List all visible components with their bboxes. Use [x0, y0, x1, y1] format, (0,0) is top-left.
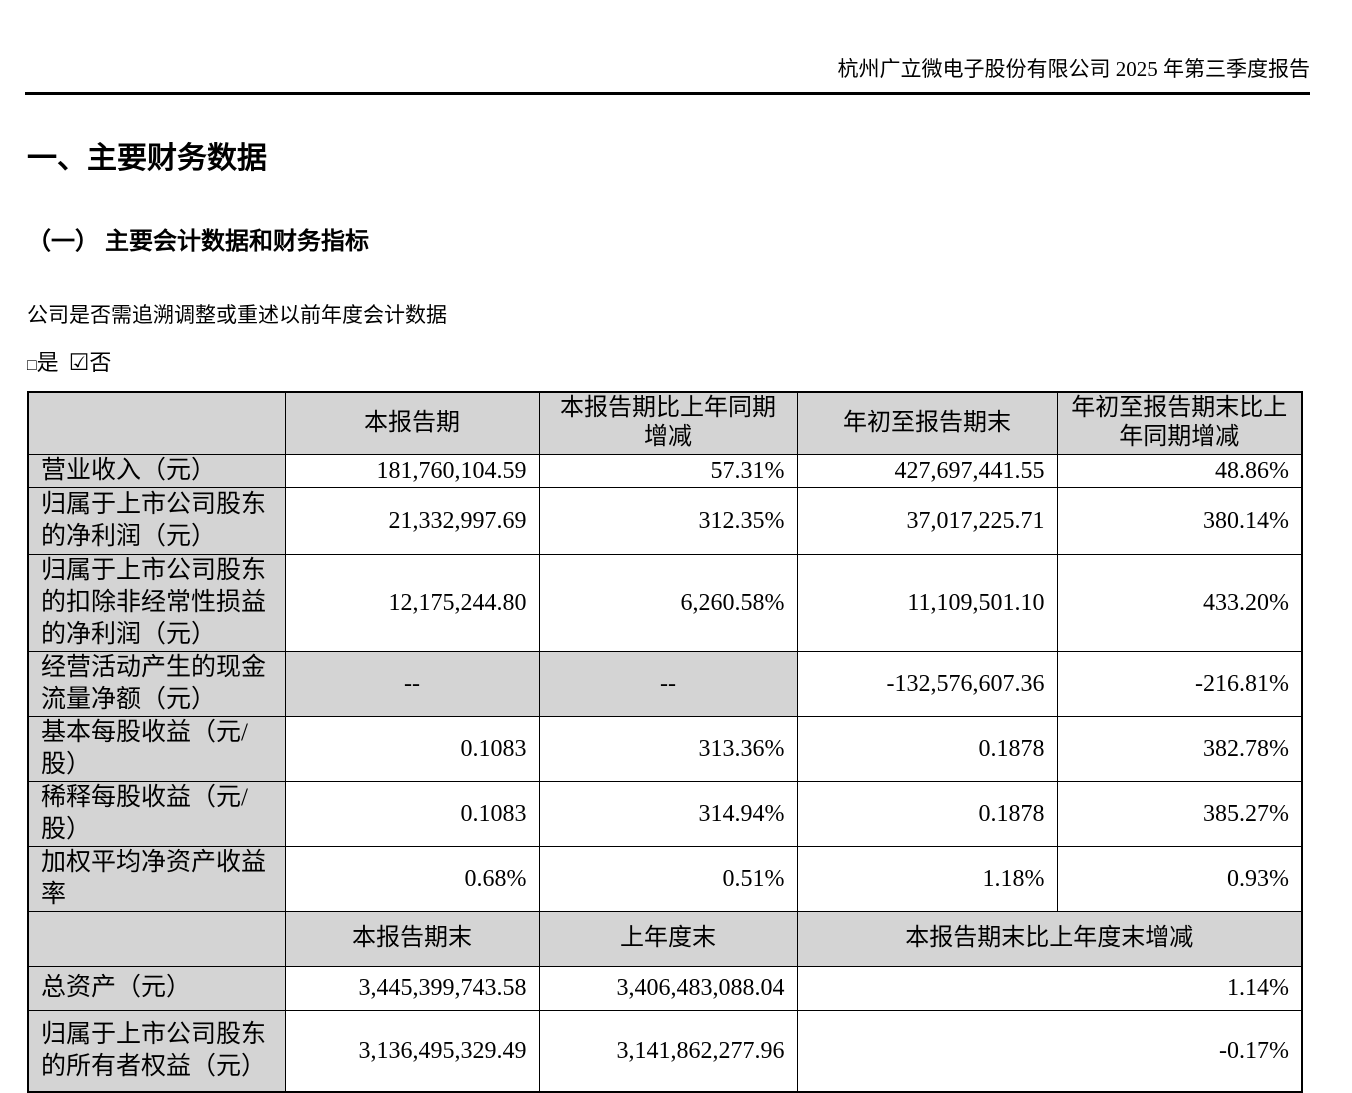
- table-row-basic-eps: 基本每股收益（元/股） 0.1083 313.36% 0.1878 382.78…: [27, 715, 1303, 782]
- row-label: 归属于上市公司股东的净利润（元）: [27, 486, 286, 555]
- row-label: 基本每股收益（元/股）: [27, 715, 286, 782]
- row-label: 稀释每股收益（元/股）: [27, 780, 286, 847]
- value-cell: 48.86%: [1056, 453, 1303, 488]
- table-row-net-profit-excl-nonrecurring: 归属于上市公司股东的扣除非经常性损益的净利润（元） 12,175,244.80 …: [27, 553, 1303, 652]
- value-cell: 0.1878: [796, 715, 1058, 782]
- column-header-change-vs-prior-year-end: 本报告期末比上年度末增减: [796, 910, 1303, 967]
- value-cell: 382.78%: [1056, 715, 1303, 782]
- value-cell: 11,109,501.10: [796, 553, 1058, 652]
- column-header-ytd: 年初至报告期末: [796, 391, 1058, 455]
- value-cell-na: --: [284, 650, 540, 717]
- row-label: 经营活动产生的现金流量净额（元）: [27, 650, 286, 717]
- value-cell: 0.93%: [1056, 845, 1303, 912]
- value-cell: 3,136,495,329.49: [284, 1009, 540, 1093]
- column-header-period-yoy-change: 本报告期比上年同期增减: [538, 391, 798, 455]
- table-row-operating-cash-flow: 经营活动产生的现金流量净额（元） -- -- -132,576,607.36 -…: [27, 650, 1303, 717]
- value-cell: 0.1083: [284, 780, 540, 847]
- value-cell: 37,017,225.71: [796, 486, 1058, 555]
- value-cell: 427,697,441.55: [796, 453, 1058, 488]
- value-cell: 313.36%: [538, 715, 798, 782]
- row-label: 归属于上市公司股东的扣除非经常性损益的净利润（元）: [27, 553, 286, 652]
- checkbox-no: ☑否: [69, 350, 112, 375]
- value-cell: 312.35%: [538, 486, 798, 555]
- document-header-title: 杭州广立微电子股份有限公司 2025 年第三季度报告: [837, 57, 1311, 81]
- report-page: 杭州广立微电子股份有限公司 2025 年第三季度报告 一、主要财务数据 （一） …: [25, 0, 1310, 1093]
- column-header-ytd-yoy-change: 年初至报告期末比上年同期增减: [1056, 391, 1303, 455]
- snapshot-header-row: 本报告期末 上年度末 本报告期末比上年度末增减: [27, 910, 1303, 967]
- value-cell: 181,760,104.59: [284, 453, 540, 488]
- table-row-diluted-eps: 稀释每股收益（元/股） 0.1083 314.94% 0.1878 385.27…: [27, 780, 1303, 847]
- column-header-empty: [27, 910, 286, 967]
- checkbox-unchecked-icon: □: [27, 357, 37, 374]
- value-cell: 1.18%: [796, 845, 1058, 912]
- value-cell: 3,406,483,088.04: [538, 965, 798, 1011]
- checkbox-yes-label: 是: [36, 350, 59, 375]
- row-label: 归属于上市公司股东的所有者权益（元）: [27, 1009, 286, 1093]
- value-cell: 6,260.58%: [538, 553, 798, 652]
- restatement-checkboxes: □是 ☑否: [27, 349, 1310, 380]
- table-row-weighted-avg-roe: 加权平均净资产收益率 0.68% 0.51% 1.18% 0.93%: [27, 845, 1303, 912]
- subsection-title: （一） 主要会计数据和财务指标: [27, 229, 369, 255]
- restatement-question: 公司是否需追溯调整或重述以前年度会计数据: [27, 303, 447, 327]
- value-cell: 3,445,399,743.58: [284, 965, 540, 1011]
- checkbox-checked-icon: ☑: [68, 350, 90, 375]
- row-label: 加权平均净资产收益率: [27, 845, 286, 912]
- value-cell: 21,332,997.69: [284, 486, 540, 555]
- value-cell: -0.17%: [796, 1009, 1303, 1093]
- table-row-net-profit: 归属于上市公司股东的净利润（元） 21,332,997.69 312.35% 3…: [27, 486, 1303, 555]
- table-row-revenue: 营业收入（元） 181,760,104.59 57.31% 427,697,44…: [27, 453, 1303, 488]
- column-header-empty: [27, 391, 286, 455]
- period-header-row: 本报告期 本报告期比上年同期增减 年初至报告期末 年初至报告期末比上年同期增减: [27, 391, 1303, 455]
- value-cell: 314.94%: [538, 780, 798, 847]
- value-cell: 12,175,244.80: [284, 553, 540, 652]
- value-cell: -216.81%: [1056, 650, 1303, 717]
- value-cell: 0.68%: [284, 845, 540, 912]
- column-header-period-end: 本报告期末: [284, 910, 540, 967]
- checkbox-yes: □是: [27, 350, 59, 375]
- table-row-total-assets: 总资产（元） 3,445,399,743.58 3,406,483,088.04…: [27, 965, 1303, 1011]
- row-label: 总资产（元）: [27, 965, 286, 1011]
- value-cell: -132,576,607.36: [796, 650, 1058, 717]
- value-cell: 0.1878: [796, 780, 1058, 847]
- column-header-prior-year-end: 上年度末: [538, 910, 798, 967]
- value-cell: 385.27%: [1056, 780, 1303, 847]
- value-cell-na: --: [538, 650, 798, 717]
- value-cell: 57.31%: [538, 453, 798, 488]
- value-cell: 380.14%: [1056, 486, 1303, 555]
- value-cell: 1.14%: [796, 965, 1303, 1011]
- section-title: 一、主要财务数据: [27, 142, 267, 175]
- row-label: 营业收入（元）: [27, 453, 286, 488]
- column-header-current-period: 本报告期: [284, 391, 540, 455]
- value-cell: 3,141,862,277.96: [538, 1009, 798, 1093]
- table-row-equity-attributable-to-shareholders: 归属于上市公司股东的所有者权益（元） 3,136,495,329.49 3,14…: [27, 1009, 1303, 1093]
- checkbox-no-label: 否: [89, 350, 112, 375]
- value-cell: 433.20%: [1056, 553, 1303, 652]
- financial-data-table: 本报告期 本报告期比上年同期增减 年初至报告期末 年初至报告期末比上年同期增减 …: [27, 391, 1303, 1093]
- value-cell: 0.1083: [284, 715, 540, 782]
- value-cell: 0.51%: [538, 845, 798, 912]
- header-divider: [25, 92, 1310, 95]
